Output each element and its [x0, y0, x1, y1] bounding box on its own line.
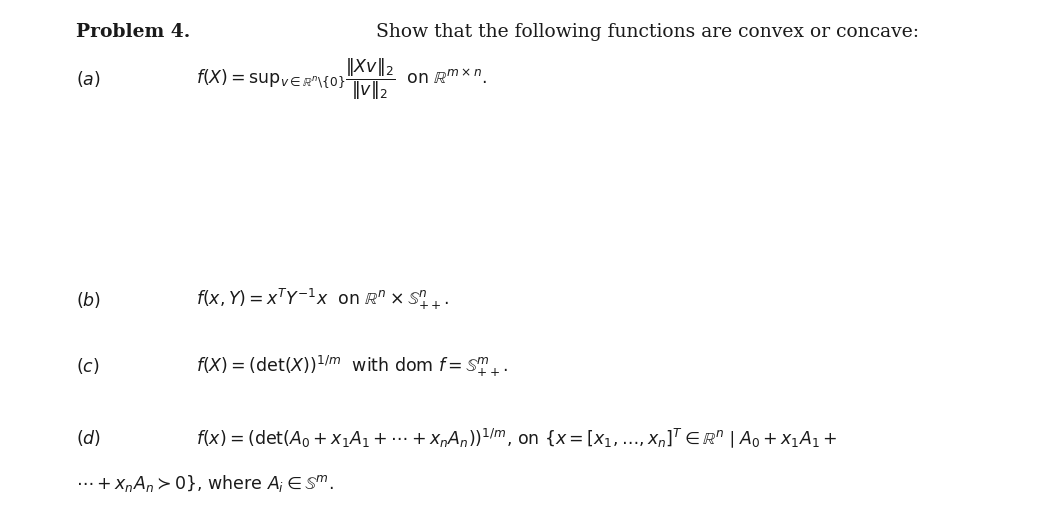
- Text: $(c)$: $(c)$: [76, 356, 99, 376]
- Text: $f(X) = \mathrm{sup}_{v \in \mathbb{R}^n \backslash \{0\}} \dfrac{\|Xv\|_2}{\|v\: $f(X) = \mathrm{sup}_{v \in \mathbb{R}^n…: [196, 57, 487, 102]
- Text: $\cdots + x_nA_n \succ 0\}$, where $A_i \in \mathbb{S}^m.$: $\cdots + x_nA_n \succ 0\}$, where $A_i …: [76, 473, 334, 495]
- Text: $(a)$: $(a)$: [76, 69, 101, 90]
- Text: Problem 4.: Problem 4.: [76, 23, 190, 41]
- Text: $f(X) = (\det(X))^{1/m}$  with dom $f = \mathbb{S}^m_{++}.$: $f(X) = (\det(X))^{1/m}$ with dom $f = \…: [196, 353, 508, 379]
- Text: $f(x) = (\det(A_0 + x_1A_1 + \cdots + x_nA_n))^{1/m}$, on $\{x = [x_1, \ldots, x: $f(x) = (\det(A_0 + x_1A_1 + \cdots + x_…: [196, 426, 837, 450]
- Text: Show that the following functions are convex or concave:: Show that the following functions are co…: [376, 23, 918, 41]
- Text: $(b)$: $(b)$: [76, 289, 102, 310]
- Text: $f(x, Y) = x^TY^{-1}x$  on $\mathbb{R}^n \times \mathbb{S}^n_{++}.$: $f(x, Y) = x^TY^{-1}x$ on $\mathbb{R}^n …: [196, 287, 449, 312]
- Text: $(d)$: $(d)$: [76, 428, 102, 448]
